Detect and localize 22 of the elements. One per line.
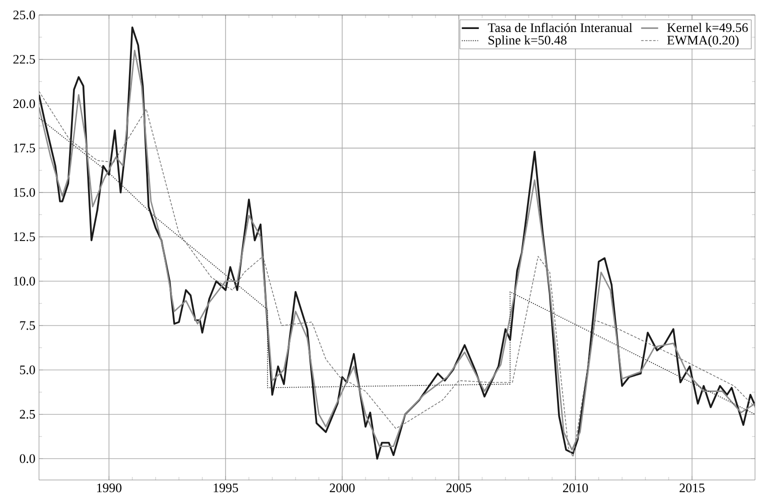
y-tick-label: 17.5 [14,144,35,152]
legend-label: Kernel k=49.56 [667,22,748,32]
y-tick-label: 2.5 [20,410,35,419]
legend-label: Tasa de Inflación Interanual [488,22,632,32]
x-tick-label: 2000 [330,484,355,492]
y-tick-label: 15.0 [14,188,35,197]
y-tick-label: 10.0 [14,276,35,286]
y-tick-label: 22.5 [13,54,35,64]
y-tick-label: 5.0 [20,366,35,374]
x-tick-label: 2010 [563,484,588,492]
legend-label: Spline k=50.48 [488,35,566,48]
x-tick-label: 1995 [214,484,238,492]
line-series [39,117,756,415]
x-tick-label: 2015 [680,484,704,492]
x-tick-label: 1990 [97,484,122,492]
y-tick-label: 25.0 [13,10,35,20]
legend-label: EWMA(0.20) [667,35,739,48]
y-tick-label: 12.5 [14,232,35,242]
y-tick-label: 0.0 [20,454,35,464]
y-tick-label: 20.0 [13,99,35,108]
y-tick-label: 7.5 [20,321,35,330]
x-tick-label: 2005 [446,484,472,492]
